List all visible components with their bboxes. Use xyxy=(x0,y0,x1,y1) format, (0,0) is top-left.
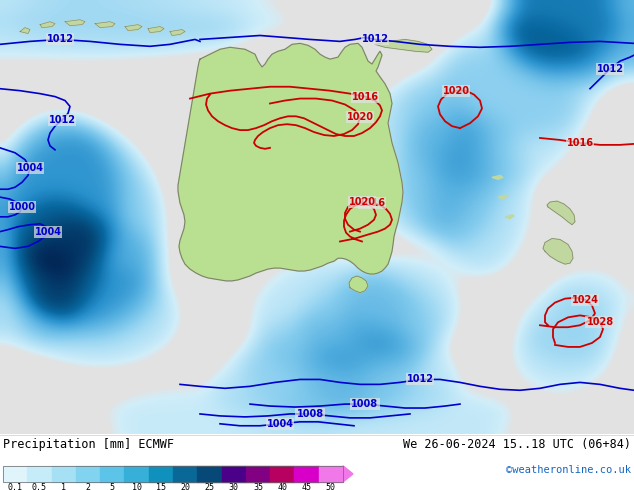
Text: 5: 5 xyxy=(110,483,115,490)
Polygon shape xyxy=(148,26,164,32)
Text: 10: 10 xyxy=(132,483,141,490)
Text: 1016: 1016 xyxy=(358,198,385,208)
Bar xyxy=(3,466,343,482)
Text: Precipitation [mm] ECMWF: Precipitation [mm] ECMWF xyxy=(3,438,174,451)
Polygon shape xyxy=(349,276,368,293)
Text: 1012: 1012 xyxy=(406,374,434,385)
Polygon shape xyxy=(125,24,142,30)
Polygon shape xyxy=(543,239,573,264)
Polygon shape xyxy=(343,466,353,482)
Bar xyxy=(149,466,173,482)
Bar xyxy=(221,466,246,482)
Text: 35: 35 xyxy=(253,483,263,490)
Bar xyxy=(100,466,124,482)
Text: 1008: 1008 xyxy=(351,399,378,409)
Text: We 26-06-2024 15..18 UTC (06+84): We 26-06-2024 15..18 UTC (06+84) xyxy=(403,438,631,451)
Text: 2: 2 xyxy=(86,483,91,490)
Text: 40: 40 xyxy=(277,483,287,490)
Bar xyxy=(197,466,221,482)
Polygon shape xyxy=(170,29,185,35)
Polygon shape xyxy=(505,215,514,219)
Text: 1: 1 xyxy=(61,483,66,490)
Text: 1008: 1008 xyxy=(297,409,323,419)
Bar xyxy=(3,466,27,482)
Bar xyxy=(294,466,319,482)
Text: 0.5: 0.5 xyxy=(32,483,47,490)
Polygon shape xyxy=(65,20,85,25)
Text: 50: 50 xyxy=(326,483,336,490)
Text: 25: 25 xyxy=(204,483,214,490)
Polygon shape xyxy=(492,175,503,179)
Polygon shape xyxy=(40,22,55,27)
Text: 1016: 1016 xyxy=(351,92,378,101)
Bar xyxy=(173,466,197,482)
Text: 1012: 1012 xyxy=(361,34,389,45)
Text: 30: 30 xyxy=(229,483,239,490)
Text: 1024: 1024 xyxy=(571,294,598,305)
Text: 1020: 1020 xyxy=(347,112,373,122)
Bar xyxy=(51,466,76,482)
Text: 1012: 1012 xyxy=(48,115,75,125)
Text: 1012: 1012 xyxy=(597,64,623,74)
Text: 1020: 1020 xyxy=(349,197,375,207)
Text: ©weatheronline.co.uk: ©weatheronline.co.uk xyxy=(506,465,631,475)
Text: 1000: 1000 xyxy=(8,202,36,212)
Polygon shape xyxy=(498,195,508,199)
Text: 15: 15 xyxy=(156,483,166,490)
Bar xyxy=(76,466,100,482)
Text: 1028: 1028 xyxy=(586,318,614,327)
Text: 20: 20 xyxy=(180,483,190,490)
Polygon shape xyxy=(547,201,575,225)
Bar xyxy=(124,466,149,482)
Polygon shape xyxy=(20,27,30,33)
Text: 1004: 1004 xyxy=(34,226,61,237)
Polygon shape xyxy=(375,39,432,52)
Text: 1004: 1004 xyxy=(16,163,44,172)
Bar xyxy=(270,466,294,482)
Text: 1012: 1012 xyxy=(46,34,74,45)
Text: 1020: 1020 xyxy=(443,86,470,96)
Text: 1004: 1004 xyxy=(266,419,294,429)
Text: 1016: 1016 xyxy=(567,138,593,148)
Bar xyxy=(246,466,270,482)
Text: 0.1: 0.1 xyxy=(8,483,23,490)
Bar xyxy=(319,466,343,482)
Polygon shape xyxy=(95,22,115,27)
Polygon shape xyxy=(178,44,403,281)
Text: 45: 45 xyxy=(302,483,311,490)
Bar xyxy=(27,466,51,482)
